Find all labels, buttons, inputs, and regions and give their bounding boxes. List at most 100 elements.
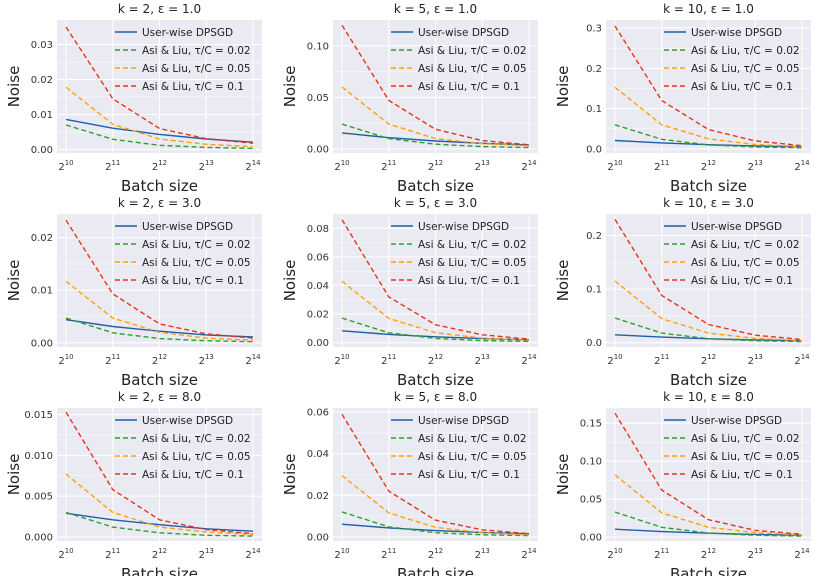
y-tick-label: 0.00: [31, 338, 53, 349]
x-tick-label: 214: [245, 547, 261, 561]
x-tick-label: 210: [607, 159, 622, 173]
subplot-title: k = 10, ε = 1.0: [663, 2, 754, 16]
legend-label: Asi & Liu, τ/C = 0.02: [142, 239, 251, 251]
series-line-3: [65, 280, 254, 341]
x-tick-label: 211: [381, 159, 396, 173]
y-axis-label: Noise: [281, 66, 299, 108]
series-line-3: [341, 86, 530, 147]
x-tick-label: 211: [105, 353, 120, 367]
legend-label: User-wise DPSGD: [418, 415, 509, 427]
x-tick-label: 214: [521, 159, 537, 173]
series-line-2: [341, 317, 530, 343]
x-tick-label: 211: [654, 353, 669, 367]
x-tick-label: 210: [58, 353, 73, 367]
x-axis-label: Batch size: [670, 565, 747, 576]
x-tick-label: 211: [105, 547, 120, 561]
y-tick-label: 0.00: [580, 533, 602, 544]
x-tick-label: 211: [654, 159, 669, 173]
series-line-1: [65, 319, 254, 338]
x-tick-label: 213: [199, 547, 214, 561]
x-tick-label: 213: [199, 353, 214, 367]
legend-label: Asi & Liu, τ/C = 0.05: [418, 257, 527, 269]
y-tick-label: 0.02: [31, 233, 53, 244]
x-tick-label: 213: [475, 159, 490, 173]
x-tick-label: 212: [701, 547, 716, 561]
x-tick-label: 212: [152, 547, 167, 561]
x-axis-label: Batch size: [121, 371, 198, 389]
subplot-title: k = 2, ε = 8.0: [118, 390, 201, 404]
series-line-4: [65, 26, 254, 144]
x-axis-label: Batch size: [397, 371, 474, 389]
x-tick-label: 213: [475, 353, 490, 367]
series-line-3: [614, 86, 803, 148]
subplot-4: 0.00 0.01 0.02 210 211 212 213 214 User-wise DPS…: [5, 196, 262, 389]
subplot-title: k = 5, ε = 3.0: [394, 196, 477, 210]
x-axis-label: Batch size: [397, 177, 474, 195]
y-axis-label: Noise: [554, 454, 572, 496]
x-tick-label: 214: [794, 353, 810, 367]
x-tick-label: 211: [381, 353, 396, 367]
legend-label: Asi & Liu, τ/C = 0.1: [418, 275, 520, 287]
x-tick-label: 210: [334, 353, 349, 367]
y-tick-label: 0.00: [307, 338, 329, 349]
y-tick-label: 0.01: [31, 286, 53, 297]
x-tick-label: 211: [654, 547, 669, 561]
legend-label: Asi & Liu, τ/C = 0.02: [691, 239, 800, 251]
y-tick-label: 0.06: [307, 408, 329, 419]
series-line-4: [341, 413, 530, 535]
x-tick-label: 213: [199, 159, 214, 173]
x-tick-label: 212: [701, 159, 716, 173]
x-tick-label: 212: [428, 547, 443, 561]
legend-label: Asi & Liu, τ/C = 0.1: [142, 81, 244, 93]
legend-label: Asi & Liu, τ/C = 0.05: [691, 257, 800, 269]
series-line-3: [65, 86, 254, 148]
subplot-1: 0.00 0.01 0.02 0.03 210 211 212 213 214 User-wise…: [5, 2, 262, 195]
y-tick-label: 0.02: [307, 491, 329, 502]
x-tick-label: 213: [475, 547, 490, 561]
y-tick-label: 0.3: [586, 24, 602, 35]
subplot-title: k = 2, ε = 1.0: [118, 2, 201, 16]
x-axis-label: Batch size: [397, 565, 474, 576]
y-axis-label: Noise: [5, 260, 23, 302]
y-tick-label: 0.1: [586, 104, 602, 115]
y-tick-label: 0.2: [586, 64, 602, 75]
x-tick-label: 212: [701, 353, 716, 367]
subplot-title: k = 2, ε = 3.0: [118, 196, 201, 210]
y-axis-label: Noise: [5, 66, 23, 108]
legend-label: User-wise DPSGD: [418, 27, 509, 39]
legend-label: Asi & Liu, τ/C = 0.05: [142, 257, 251, 269]
y-tick-label: 0.00: [307, 532, 329, 543]
y-tick-label: 0.10: [307, 41, 329, 52]
series-line-4: [341, 219, 530, 340]
x-tick-label: 210: [58, 547, 73, 561]
x-tick-label: 214: [521, 547, 537, 561]
x-tick-label: 212: [428, 159, 443, 173]
y-tick-label: 0.01: [31, 110, 53, 121]
series-line-3: [341, 280, 530, 341]
legend-label: Asi & Liu, τ/C = 0.1: [691, 275, 793, 287]
subplot-title: k = 5, ε = 1.0: [394, 2, 477, 16]
series-line-2: [614, 317, 803, 343]
legend-label: Asi & Liu, τ/C = 0.05: [418, 451, 527, 463]
series-line-4: [65, 219, 254, 339]
x-tick-label: 214: [245, 353, 261, 367]
x-tick-label: 214: [245, 159, 261, 173]
legend-label: Asi & Liu, τ/C = 0.05: [418, 63, 527, 75]
subplot-6: 0.0 0.1 0.2 210 211 212 213 214 User-wise DPSGD A…: [554, 196, 811, 389]
legend-label: User-wise DPSGD: [691, 415, 782, 427]
series-line-4: [614, 219, 803, 341]
subplot-title: k = 10, ε = 3.0: [663, 196, 754, 210]
series-line-2: [614, 124, 803, 149]
y-tick-label: 0.0: [586, 144, 602, 155]
x-tick-label: 213: [748, 159, 763, 173]
y-axis-label: Noise: [5, 454, 23, 496]
legend-label: Asi & Liu, τ/C = 0.02: [691, 433, 800, 445]
legend-label: Asi & Liu, τ/C = 0.1: [691, 81, 793, 93]
y-tick-label: 0.08: [307, 224, 329, 235]
subplot-3: 0.0 0.1 0.2 0.3 210 211 212 213 214 User-wise DPS…: [554, 2, 811, 195]
x-tick-label: 214: [794, 547, 810, 561]
x-axis-label: Batch size: [670, 371, 747, 389]
series-line-4: [614, 412, 803, 535]
y-tick-label: 0.1: [586, 285, 602, 296]
